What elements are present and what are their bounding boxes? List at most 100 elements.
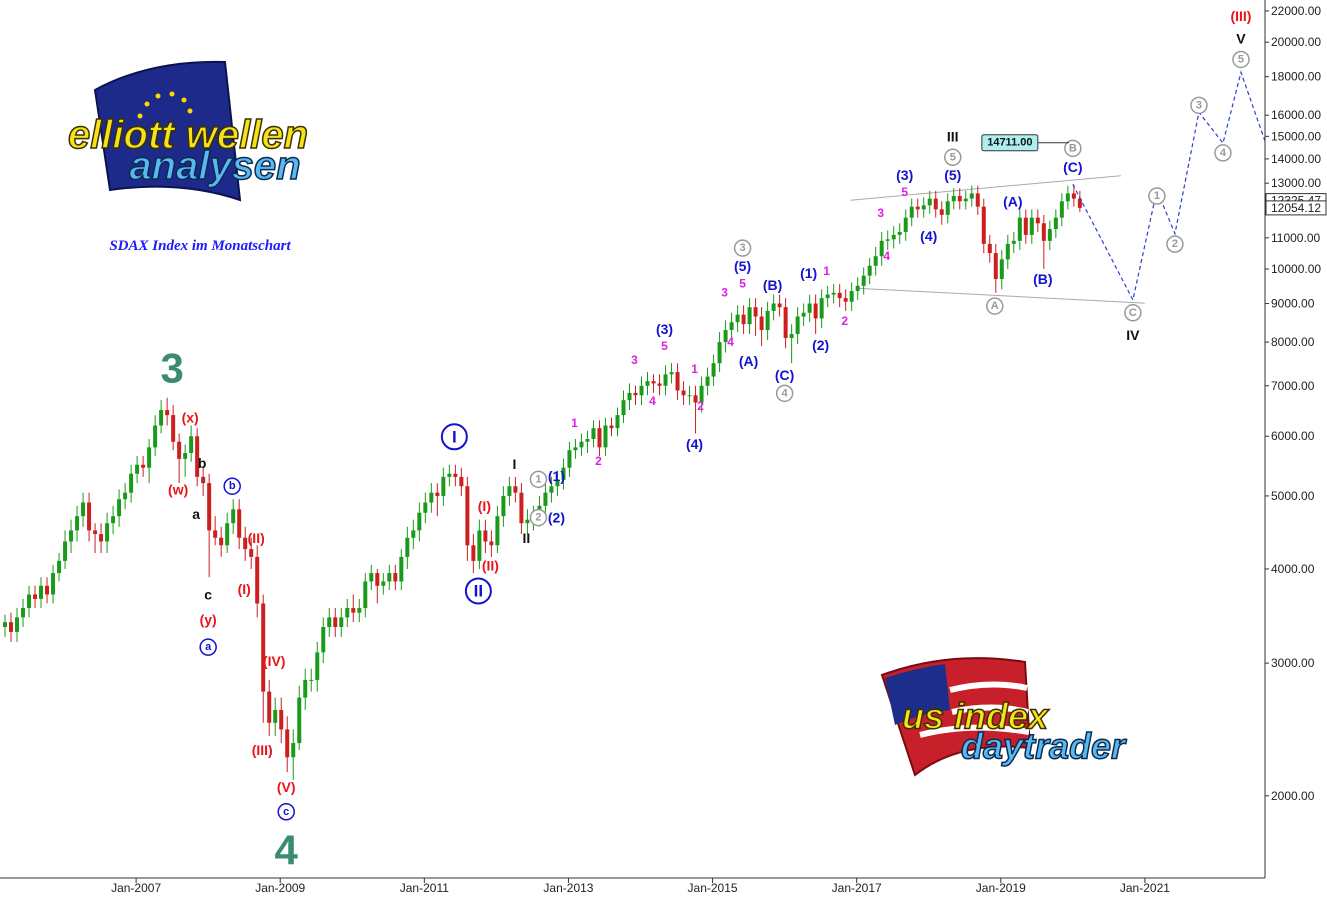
wave-label: a [192, 506, 200, 522]
candle-body [189, 436, 194, 454]
plot-area [3, 70, 1265, 780]
candle-body [903, 217, 908, 232]
wave-label: (B) [763, 277, 782, 293]
candle-body [465, 486, 470, 546]
wave-circle [1214, 144, 1232, 162]
candle-body [375, 573, 380, 586]
wave-label: (A) [1003, 193, 1022, 209]
candle-body [441, 476, 446, 496]
candle-body [1047, 229, 1052, 241]
candle-body [15, 617, 20, 632]
y-tick-label: 10000.00 [1271, 262, 1321, 276]
candle-body [327, 617, 332, 628]
eu-flag [93, 60, 242, 202]
candle-body [735, 314, 740, 323]
candle-body [807, 303, 812, 313]
wave-label: c [204, 586, 212, 602]
candle-body [669, 372, 674, 375]
wave-label: 2 [1172, 238, 1178, 250]
candle-body [891, 234, 896, 240]
wave-label: (2) [548, 510, 565, 526]
logo-text: analysen [129, 144, 300, 188]
y-tick-label: 5000.00 [1271, 489, 1315, 503]
wave-circle [199, 638, 217, 656]
candle-body [57, 560, 62, 574]
candle-body [171, 415, 176, 442]
y-tick-label: 6000.00 [1271, 429, 1315, 443]
candle-body [369, 573, 374, 582]
candle-body [315, 652, 320, 680]
candle-body [741, 314, 746, 325]
candle-body [897, 231, 902, 235]
candle-body [411, 530, 416, 538]
candle-body [867, 265, 872, 276]
chart-title: SDAX Index im Monatschart [109, 238, 291, 254]
candle-body [645, 381, 650, 386]
wave-circle [464, 577, 492, 605]
candle-body [243, 537, 248, 550]
wave-label: (C) [1063, 159, 1082, 175]
wave-label: 3 [877, 206, 884, 220]
y-tick-label: 7000.00 [1271, 379, 1315, 393]
candle-body [921, 205, 926, 210]
candle-body [399, 556, 404, 582]
candle-body [753, 307, 758, 317]
candle-body [453, 473, 458, 477]
candle-body [195, 436, 200, 477]
wave-label: (5) [734, 258, 751, 274]
price-label: 12054.12 [1271, 201, 1321, 215]
y-tick-label: 14000.00 [1271, 152, 1321, 166]
wave-label: (2) [812, 337, 829, 353]
wave-label: (II) [482, 558, 499, 574]
candle-body [909, 206, 914, 218]
wave-label: (w) [168, 481, 188, 497]
candle-body [129, 473, 134, 493]
wave-label: 3 [631, 353, 638, 367]
wave-label: 3 [1196, 99, 1202, 111]
candle-body [567, 450, 572, 468]
wave-circle [1148, 187, 1166, 205]
y-tick-label: 16000.00 [1271, 108, 1321, 122]
candle-body [93, 530, 98, 535]
candle-body [477, 530, 482, 561]
elliott-logo: elliott wellen analysen [67, 60, 309, 202]
candle-body [1053, 217, 1058, 230]
wave-label: 4 [649, 394, 656, 408]
wave-label: 5 [661, 339, 668, 353]
candle-body [285, 729, 290, 758]
forecast-line [1072, 70, 1265, 302]
candle-body [783, 307, 788, 339]
wave-label: (3) [896, 167, 913, 183]
y-tick-label: 2000.00 [1271, 789, 1315, 803]
candle-body [963, 198, 968, 202]
x-tick-label: Jan-2011 [400, 881, 449, 895]
candle-body [447, 473, 452, 477]
wave-label: 3 [740, 242, 746, 254]
candle-body [621, 400, 626, 416]
candle-body [321, 627, 326, 653]
candle-body [633, 392, 638, 396]
trend-line [856, 287, 1145, 304]
candle-body [459, 476, 464, 487]
candle-body [939, 209, 944, 215]
trend-line [850, 175, 1121, 201]
candle-body [747, 307, 752, 325]
candle-body [9, 622, 14, 632]
candle-body [207, 483, 212, 531]
candle-body [675, 372, 680, 391]
wave-label: II [523, 530, 531, 546]
candle-body [1077, 198, 1082, 208]
candle-body [717, 342, 722, 364]
candle-body [393, 573, 398, 582]
wave-label: (1) [800, 265, 817, 281]
y-tick-label: 8000.00 [1271, 335, 1315, 349]
candle-body [231, 509, 236, 524]
candle-body [33, 594, 38, 599]
wave-circle [1166, 235, 1184, 253]
candle-body [63, 541, 68, 561]
candle-body [915, 206, 920, 210]
us-flag-stripes [919, 681, 1030, 738]
candle-body [177, 441, 182, 459]
wave-label: 1 [571, 416, 578, 430]
